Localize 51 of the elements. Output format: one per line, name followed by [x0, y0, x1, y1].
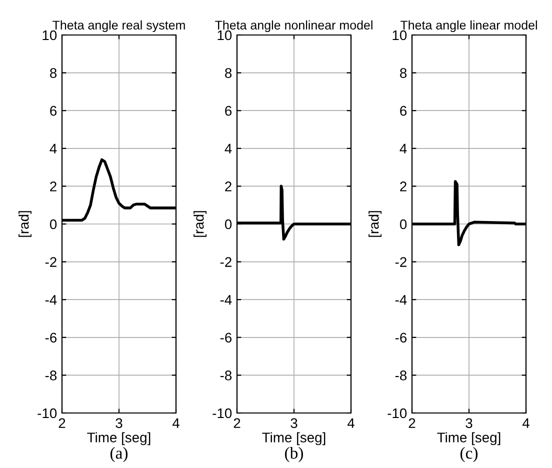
x-axis-title: Time [seg]: [87, 432, 150, 446]
y-tick-label: 10: [392, 30, 407, 40]
y-tick-label: -6: [45, 332, 57, 343]
text: (a): [110, 447, 128, 462]
y-tick-label: -8: [220, 370, 232, 380]
x-tick-label: 3: [290, 418, 298, 428]
y-tick-label: -10: [38, 408, 57, 418]
y-tick-label: -4: [45, 295, 57, 305]
y-tick-label: 8: [50, 68, 57, 78]
y-axis-title: [rad]: [368, 211, 382, 237]
y-tick-label: -6: [395, 332, 407, 343]
y-tick-label: 0: [50, 219, 57, 230]
y-tick-label: 10: [42, 30, 57, 40]
y-tick-label: -8: [395, 370, 407, 380]
y-tick-label: -10: [388, 408, 407, 418]
y-tick-label: 0: [400, 219, 407, 230]
y-tick-label: 4: [400, 144, 407, 154]
x-tick-label: 2: [408, 418, 416, 428]
x-tick-label: 4: [172, 418, 180, 428]
y-tick-label: 8: [400, 68, 407, 78]
x-tick-label: 4: [522, 418, 530, 428]
y-tick-label: 6: [400, 106, 407, 116]
y-tick-label: 6: [225, 106, 232, 116]
y-tick-label: -2: [220, 257, 232, 267]
y-tick-label: 4: [50, 144, 57, 154]
x-tick-label: 3: [466, 418, 472, 428]
y-tick-label: 6: [50, 106, 57, 116]
x-tick-label: 2: [58, 418, 66, 428]
x-tick-label: 2: [234, 418, 240, 428]
y-tick-label: -4: [220, 295, 232, 305]
y-tick-label: -2: [45, 257, 56, 267]
x-tick-label: 4: [347, 418, 354, 428]
text: (b): [285, 447, 303, 462]
y-tick-label: -2: [395, 257, 406, 267]
y-tick-label: 2: [50, 182, 56, 192]
y-tick-label: 10: [218, 30, 232, 40]
y-tick-label: -8: [45, 370, 57, 380]
y-tick-label: 4: [224, 144, 232, 154]
y-axis-title: [rad]: [18, 211, 32, 237]
x-axis-title: Time [seg]: [437, 432, 500, 446]
y-tick-label: 8: [225, 68, 232, 78]
text: (c): [460, 447, 478, 462]
y-axis-title: [rad]: [194, 211, 207, 237]
y-tick-label: -4: [395, 295, 407, 305]
y-tick-label: 2: [400, 182, 406, 192]
y-tick-label: 2: [225, 182, 232, 192]
y-tick-label: -6: [220, 332, 232, 343]
x-tick-label: 3: [116, 418, 122, 428]
x-axis-title: Time [seg]: [262, 432, 326, 446]
y-tick-label: 0: [224, 219, 232, 230]
y-tick-label: -10: [212, 408, 232, 418]
